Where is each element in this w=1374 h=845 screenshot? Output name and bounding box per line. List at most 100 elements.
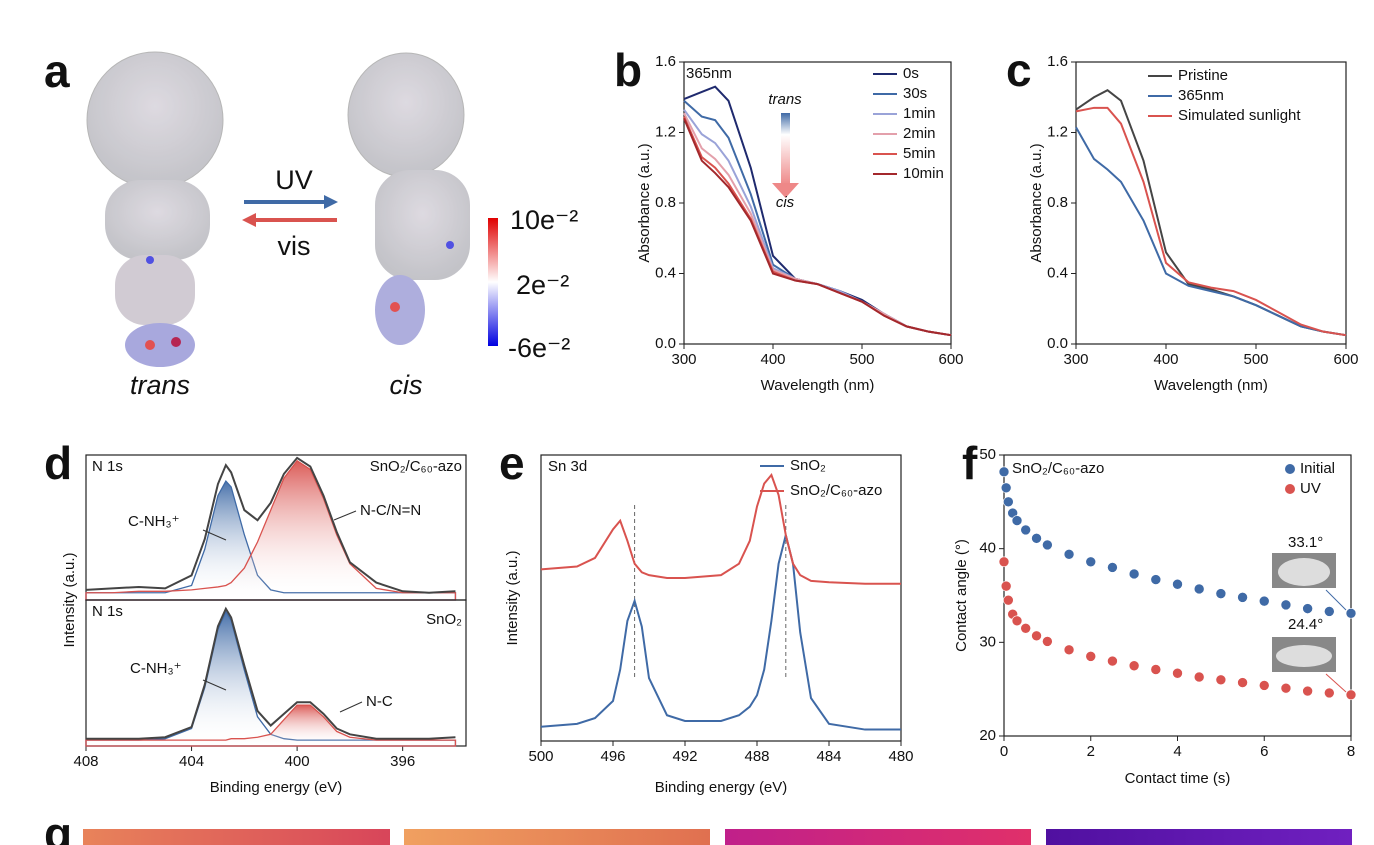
y-tick-label: 0.0 xyxy=(1047,335,1068,352)
data-point xyxy=(1302,685,1313,697)
y-tick-label: 0.8 xyxy=(655,194,676,211)
annotation: Sn 3d xyxy=(548,458,587,475)
data-point xyxy=(998,466,1010,478)
data-point xyxy=(1345,607,1357,619)
annotation: C-NH₃⁺ xyxy=(130,660,182,677)
x-axis-label: Wavelength (nm) xyxy=(1154,377,1268,394)
pointer xyxy=(1325,673,1347,693)
data-point xyxy=(1011,615,1023,627)
panel-label: d xyxy=(44,437,72,489)
y-axis-label: Intensity (a.u.) xyxy=(61,552,78,647)
data-point xyxy=(1172,667,1183,679)
x-tick-label: 396 xyxy=(390,753,415,770)
x-axis-label: Contact time (s) xyxy=(1125,770,1231,787)
data-point xyxy=(1128,660,1140,672)
trend-arrow xyxy=(772,183,799,198)
y-tick-label: 20 xyxy=(979,727,996,744)
annotation: SnO₂ xyxy=(426,611,462,628)
panel-label: c xyxy=(1006,44,1032,96)
photo-strip xyxy=(404,829,710,845)
y-tick-label: 50 xyxy=(979,446,996,463)
series-line xyxy=(540,473,901,585)
data-point xyxy=(1302,603,1313,614)
y-tick-label: 40 xyxy=(979,540,996,557)
data-point xyxy=(1324,687,1335,699)
pointer xyxy=(339,701,363,713)
legend-label: 10min xyxy=(903,165,944,182)
panel-label: g xyxy=(44,808,72,845)
x-tick-label: 500 xyxy=(1243,351,1268,368)
arrow-label: vis xyxy=(278,231,311,261)
annotation: N 1s xyxy=(92,603,123,620)
annotation: cis xyxy=(776,194,795,211)
series-line xyxy=(683,85,952,337)
data-point xyxy=(1215,588,1227,599)
legend-label: 30s xyxy=(903,85,927,102)
series-line xyxy=(1075,89,1347,337)
cis-molecule xyxy=(347,52,470,345)
x-tick-label: 404 xyxy=(179,753,204,770)
x-tick-label: 500 xyxy=(528,748,553,765)
arrow-head xyxy=(242,213,256,227)
legend-label: Simulated sunlight xyxy=(1178,107,1301,124)
series-line xyxy=(1075,126,1347,337)
data-point xyxy=(1063,644,1075,656)
x-tick-label: 400 xyxy=(760,351,785,368)
data-point xyxy=(1107,562,1118,573)
data-point xyxy=(1042,636,1053,647)
legend-label: 2min xyxy=(903,125,936,142)
data-point xyxy=(1000,482,1012,494)
x-tick-label: 480 xyxy=(888,748,913,765)
x-axis-label: Binding energy (eV) xyxy=(655,779,788,796)
annotation: 24.4° xyxy=(1288,616,1323,633)
x-tick-label: 484 xyxy=(816,748,841,765)
data-point xyxy=(1020,622,1031,634)
data-point xyxy=(1085,556,1097,568)
legend-swatch xyxy=(1285,464,1295,474)
series-line xyxy=(683,109,952,337)
trend-arrow xyxy=(781,113,790,185)
series-line xyxy=(540,534,901,731)
plot-frame xyxy=(540,454,902,742)
data-point xyxy=(1003,594,1014,606)
data-point xyxy=(1085,651,1097,662)
data-point xyxy=(1031,533,1042,544)
y-axis-label: Absorbance (a.u.) xyxy=(636,143,653,262)
annotation: C-NH₃⁺ xyxy=(128,513,180,530)
legend-label: UV xyxy=(1300,480,1321,497)
legend-label: 5min xyxy=(903,145,936,162)
data-point xyxy=(1011,515,1023,526)
data-point xyxy=(1000,580,1012,592)
x-tick-label: 488 xyxy=(744,748,769,765)
trans-molecule xyxy=(86,51,224,367)
x-tick-label: 408 xyxy=(73,753,98,770)
series-line xyxy=(85,456,456,594)
series-line xyxy=(86,606,456,740)
data-point xyxy=(1215,674,1227,686)
data-point xyxy=(998,556,1010,568)
y-axis-label: Intensity (a.u.) xyxy=(504,550,521,645)
panel-label: a xyxy=(44,45,70,97)
x-tick-label: 496 xyxy=(600,748,625,765)
annotation: 365nm xyxy=(686,65,732,82)
data-point xyxy=(1237,677,1248,688)
x-tick-label: 2 xyxy=(1087,743,1095,760)
data-point xyxy=(1003,496,1014,508)
data-point xyxy=(1107,655,1118,667)
data-point xyxy=(1031,630,1042,642)
panel-label: e xyxy=(499,437,525,489)
data-point xyxy=(1128,568,1140,580)
data-point xyxy=(1258,595,1270,607)
y-tick-label: 1.2 xyxy=(655,123,676,140)
annotation: N-C/N=N xyxy=(360,502,421,519)
data-point xyxy=(1258,680,1270,691)
data-point xyxy=(1193,583,1205,595)
pointer xyxy=(333,510,357,521)
legend-label: SnO₂ xyxy=(790,457,826,474)
annotation: 33.1° xyxy=(1288,534,1323,551)
data-point xyxy=(1237,592,1248,603)
colorbar-label: -6e⁻² xyxy=(508,333,570,363)
annotation: N-C xyxy=(366,693,393,710)
annotation: trans xyxy=(768,91,802,108)
